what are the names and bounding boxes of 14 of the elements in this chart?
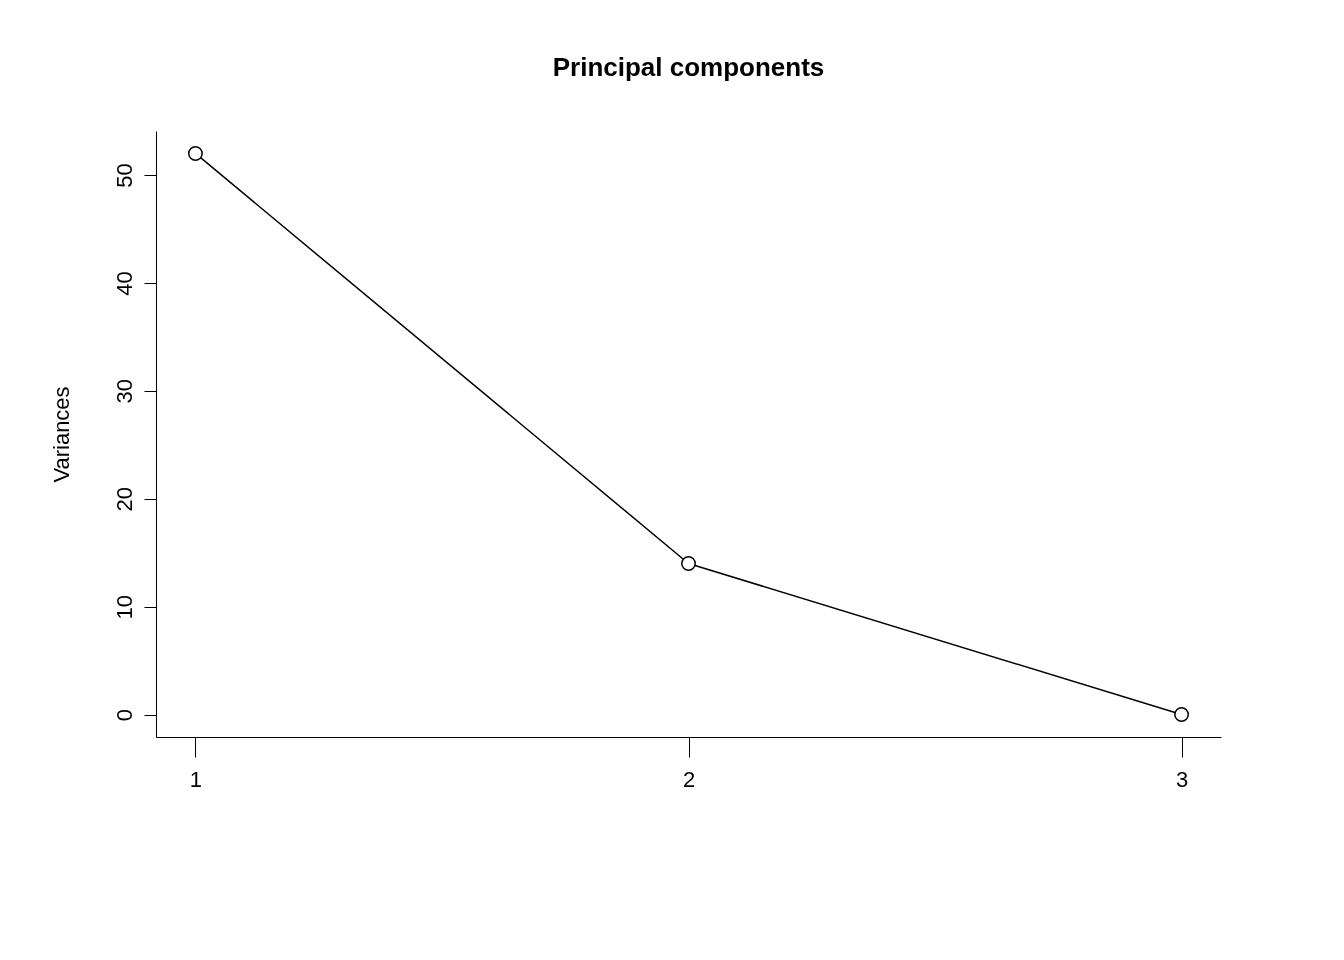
- x-tick-label: 2: [682, 766, 696, 792]
- x-tick-label: 1: [189, 766, 203, 792]
- y-tick-label: 10: [111, 594, 137, 620]
- y-tick-label: 30: [111, 379, 137, 404]
- point: [681, 556, 696, 571]
- y-tick-label: 40: [111, 271, 137, 296]
- y-tick-label: 0: [111, 708, 137, 722]
- point: [1174, 707, 1190, 722]
- chart-title: Principal components: [552, 52, 825, 82]
- point: [187, 146, 203, 161]
- y-axis-title: Variances: [48, 386, 74, 483]
- y-tick-label: 50: [111, 163, 137, 188]
- x-tick-label: 3: [1175, 766, 1189, 792]
- y-tick-label: 20: [111, 487, 137, 512]
